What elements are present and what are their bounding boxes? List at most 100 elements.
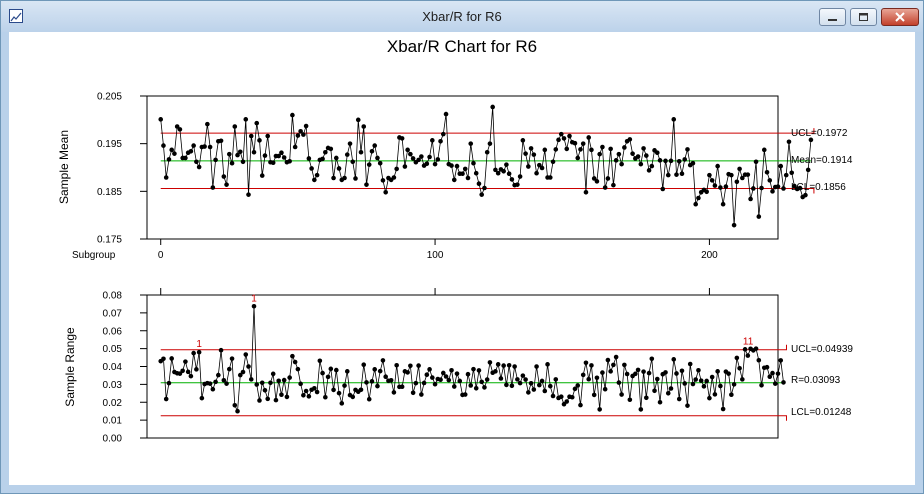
range-point — [375, 383, 380, 389]
mean-point — [759, 185, 764, 191]
range-point — [254, 382, 260, 387]
mean-point — [783, 172, 789, 178]
mean-point — [358, 149, 364, 155]
range-point — [504, 382, 509, 388]
range-point — [550, 393, 556, 399]
range-point — [597, 407, 602, 412]
mean-point — [246, 192, 251, 197]
mean-point — [668, 158, 674, 164]
range-point — [290, 353, 295, 359]
mean-point — [254, 120, 260, 126]
mean-lcl-bracket — [810, 187, 815, 194]
range-point — [693, 377, 698, 382]
mean-point — [635, 154, 641, 159]
range-point — [772, 381, 778, 386]
mean-point — [460, 171, 465, 176]
mean-point — [690, 160, 696, 166]
mean-y-tick-label: 0.205 — [97, 92, 122, 103]
range-point — [646, 370, 652, 376]
mean-point — [328, 146, 334, 152]
range-lcl-label: LCL=0.01248 — [791, 407, 852, 418]
mean-point — [781, 186, 786, 191]
range-point — [624, 371, 630, 377]
mean-point — [224, 182, 229, 187]
mean-point — [556, 137, 561, 143]
range-point — [298, 381, 303, 387]
minimize-button[interactable] — [819, 8, 846, 26]
mean-lcl-label: LCL=0.1856 — [791, 182, 846, 193]
range-point — [323, 394, 328, 400]
range-series — [158, 303, 786, 414]
range-point — [427, 367, 432, 372]
window-title: Xbar/R for R6 — [422, 9, 502, 24]
mean-x-axis: 0 100 200 — [158, 239, 718, 261]
out-of-control-flag: 1 — [251, 293, 257, 304]
mean-point — [355, 117, 361, 123]
mean-point — [531, 152, 537, 157]
mean-point — [314, 172, 320, 178]
mean-point — [550, 159, 556, 165]
range-point — [701, 384, 707, 389]
mean-point — [306, 156, 312, 161]
chart-area: Xbar/R Chart for R6 Sample Mean Subgroup… — [9, 32, 915, 485]
range-point — [248, 377, 254, 382]
title-bar[interactable]: Xbar/R for R6 — [1, 1, 923, 32]
range-y-tick-label: 0.01 — [103, 416, 123, 427]
range-point — [509, 383, 515, 389]
mean-point — [534, 170, 539, 176]
mean-point — [484, 149, 490, 155]
range-point — [638, 407, 644, 412]
mean-point — [638, 161, 644, 167]
range-point — [709, 374, 715, 380]
range-point — [169, 356, 174, 361]
mean-point — [602, 185, 608, 190]
mean-point — [506, 171, 512, 176]
range-ucl-label: UCL=0.04939 — [791, 344, 853, 355]
mean-point — [803, 192, 808, 198]
mean-point — [243, 117, 249, 122]
mean-point — [764, 169, 770, 175]
mean-point — [257, 138, 262, 143]
range-point — [539, 378, 545, 384]
mean-point — [487, 141, 493, 146]
chart-app-icon[interactable] — [9, 9, 23, 23]
maximize-button[interactable] — [850, 8, 877, 26]
mean-point — [665, 172, 671, 178]
mean-x-tick-label: 0 — [158, 250, 164, 261]
mean-point — [287, 159, 292, 164]
range-point — [611, 362, 616, 368]
range-point — [756, 357, 762, 363]
range-point — [344, 369, 350, 374]
mean-point — [471, 160, 476, 166]
mean-point — [611, 182, 616, 188]
out-of-control-flag: 11 — [743, 336, 754, 347]
range-point — [325, 374, 331, 380]
mean-point — [419, 154, 424, 159]
mean-point — [641, 146, 646, 151]
mean-point — [594, 179, 600, 184]
mean-point — [183, 155, 188, 161]
close-button[interactable] — [881, 8, 919, 26]
mean-point — [232, 124, 238, 129]
range-point — [221, 377, 227, 383]
range-point — [301, 392, 306, 398]
range-point — [641, 369, 646, 374]
mean-point — [331, 175, 336, 181]
range-point — [468, 383, 474, 388]
range-point — [306, 394, 312, 399]
range-point — [542, 388, 548, 394]
mean-y-tick-label: 0.175 — [97, 235, 122, 246]
mean-point — [399, 136, 405, 141]
range-point — [682, 381, 688, 386]
mean-point — [462, 166, 468, 172]
range-point — [685, 403, 690, 408]
mean-point — [218, 138, 224, 144]
mean-point — [430, 138, 435, 143]
mean-point — [312, 177, 317, 183]
range-point — [465, 371, 471, 377]
mean-panel: Sample Mean Subgroup 0.205 0.195 0.185 0.17… — [57, 92, 853, 262]
range-point — [704, 378, 709, 384]
range-point — [438, 377, 443, 383]
mean-point — [391, 175, 397, 180]
mean-point — [427, 154, 432, 160]
